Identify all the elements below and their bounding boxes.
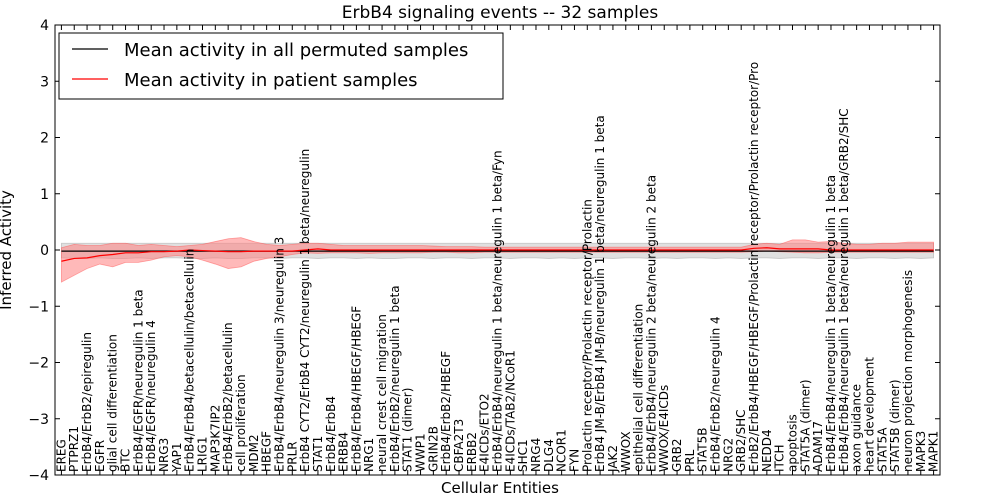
category-label: ErbB4/ErbB4 <box>324 396 338 472</box>
category-label: ErbB2/ErbB4/HBEGF/HBEGF/Prolactin recept… <box>747 62 761 472</box>
category-label: epithelial cell differentiation <box>632 304 646 472</box>
category-label: STAT5B <box>696 428 710 473</box>
category-label: ErbB4/ErbB4/neuregulin 1 beta/neuregulin… <box>491 150 505 472</box>
category-label: EGFR <box>93 440 107 472</box>
category-label: FYN <box>567 449 581 472</box>
category-label: ErbB4/ErbB4/neuregulin 3/neuregulin 3 <box>272 237 286 472</box>
category-label: STAT1 <box>311 436 325 472</box>
x-axis-ticks <box>60 25 935 475</box>
y-axis-label: Inferred Activity <box>0 190 15 310</box>
patient-band <box>61 237 934 283</box>
y-tick-label: 2 <box>40 131 49 147</box>
category-label: LRIG1 <box>196 437 210 473</box>
category-label: PTPRZ1 <box>67 426 81 472</box>
category-label: MAPK3 <box>914 431 928 472</box>
category-label: ERBB2 <box>465 432 479 472</box>
category-label: ERBB4 <box>337 432 351 472</box>
category-label: ErbB4 CYT2/ErbB4 CYT2/neuregulin 1 beta/… <box>298 149 312 472</box>
y-tick-label: 4 <box>40 18 49 34</box>
legend-box <box>58 32 504 100</box>
patient-mean-line <box>61 247 934 262</box>
category-label: NCOR1 <box>555 429 569 472</box>
category-label: PRL <box>683 449 697 472</box>
category-label: GRB2 <box>670 438 684 472</box>
category-label: WWP1 <box>414 433 428 472</box>
category-label: NRG1 <box>362 438 376 472</box>
category-label: NRG3 <box>157 438 171 472</box>
category-label: YAP1 <box>170 443 184 473</box>
y-tick-label: 3 <box>40 74 49 90</box>
category-label: ErbB4/ErbB2/neuregulin 1 beta <box>388 285 402 472</box>
y-tick-label: 1 <box>40 187 49 203</box>
legend-label-patient: Mean activity in patient samples <box>124 70 418 91</box>
category-label: CBFA2T3 <box>452 419 466 472</box>
category-label: axon guidance <box>850 384 864 472</box>
y-tick-label: 0 <box>40 243 49 259</box>
y-tick-label: −4 <box>28 468 49 484</box>
category-label: ErbB4/ErbB4/HBEGF/HBEGF <box>349 306 363 472</box>
category-label: STAT5A (dimer) <box>798 379 812 472</box>
category-label: ErbB4/ErbB2/epiregulin <box>80 332 94 472</box>
legend-label-permuted: Mean activity in all permuted samples <box>124 40 468 61</box>
y-tick-label: −1 <box>28 299 49 315</box>
legend: Mean activity in all permuted samples Me… <box>58 32 504 100</box>
category-label: glial cell differentiation <box>106 334 120 472</box>
category-label: E4ICDs/ETO2 <box>478 393 492 472</box>
category-label: ErbB4/ErbB4/neuregulin 1 beta/neuregulin… <box>824 175 838 472</box>
category-label: ErbB4 JM-B/ErbB4 JM-B/neuregulin 1 beta/… <box>593 115 607 472</box>
category-labels: EREGPTPRZ1ErbB4/ErbB2/epiregulinEGFRglia… <box>54 62 940 473</box>
category-label: DLG4 <box>542 439 556 472</box>
category-label: E4ICDs/TAB2/NCoR1 <box>503 350 517 472</box>
category-label: ErbB4/ErbB4/neuregulin 2 beta/neuregulin… <box>644 175 658 472</box>
category-label: ErbB4/ErbB4/betacellulin/betacellulin <box>183 249 197 472</box>
category-label: WWOX/E4ICDs <box>657 385 671 472</box>
category-label: STAT1 (dimer) <box>401 388 415 472</box>
category-label: neuron projection morphogenesis <box>901 270 915 472</box>
category-label: NRG4 <box>529 438 543 472</box>
category-label: ErbB4/ErbB4/neuregulin 1 beta/neuregulin… <box>837 108 851 472</box>
category-label: neural crest cell migration <box>375 314 389 472</box>
category-label: WWOX <box>619 431 633 472</box>
category-label: STAT5A <box>875 427 889 472</box>
y-tick-label: −3 <box>28 412 49 428</box>
y-tick-label: −2 <box>28 356 49 372</box>
category-label: MAPK1 <box>927 431 941 472</box>
category-label: NRG2 <box>721 438 735 472</box>
category-label: STAT5B (dimer) <box>888 379 902 472</box>
category-label: ITCH <box>773 444 787 472</box>
category-label: ErbB4/ErbB2/betacellulin <box>221 322 235 472</box>
y-axis-ticks: −4 −3 −2 −1 0 1 2 3 4 <box>28 18 940 484</box>
category-label: apoptosis <box>786 414 800 472</box>
category-label: ADAM17 <box>811 421 825 472</box>
category-label: MAP3K7IP2 <box>208 405 222 472</box>
category-label: MDM2 <box>247 434 261 472</box>
category-label: Prolactin receptor/Prolactin receptor/Pr… <box>580 199 594 472</box>
category-label: PRLR <box>285 441 299 472</box>
x-axis-label: Cellular Entities <box>441 479 559 497</box>
category-label: BTC <box>119 449 133 472</box>
chart-title: ErbB4 signaling events -- 32 samples <box>342 3 659 23</box>
category-label: GRIN2B <box>426 426 440 472</box>
category-label: JAK2 <box>606 445 620 473</box>
category-label: ErbB4/ErbB2/HBEGF <box>439 351 453 472</box>
category-label: EREG <box>54 439 68 472</box>
category-label: cell proliferation <box>234 374 248 472</box>
series-lines <box>61 247 934 262</box>
category-label: GRB2/SHC <box>734 409 748 472</box>
category-label: NEDD4 <box>760 429 774 472</box>
category-label: ErbB4/EGFR/neuregulin 4 <box>144 320 158 472</box>
category-label: HBEGF <box>260 431 274 472</box>
category-label: SHC1 <box>516 439 530 472</box>
category-label: heart development <box>862 357 876 472</box>
category-label: ErbB4/ErbB2/neuregulin 4 <box>709 316 723 472</box>
category-label: ErbB4/EGFR/neuregulin 1 beta <box>131 289 145 472</box>
